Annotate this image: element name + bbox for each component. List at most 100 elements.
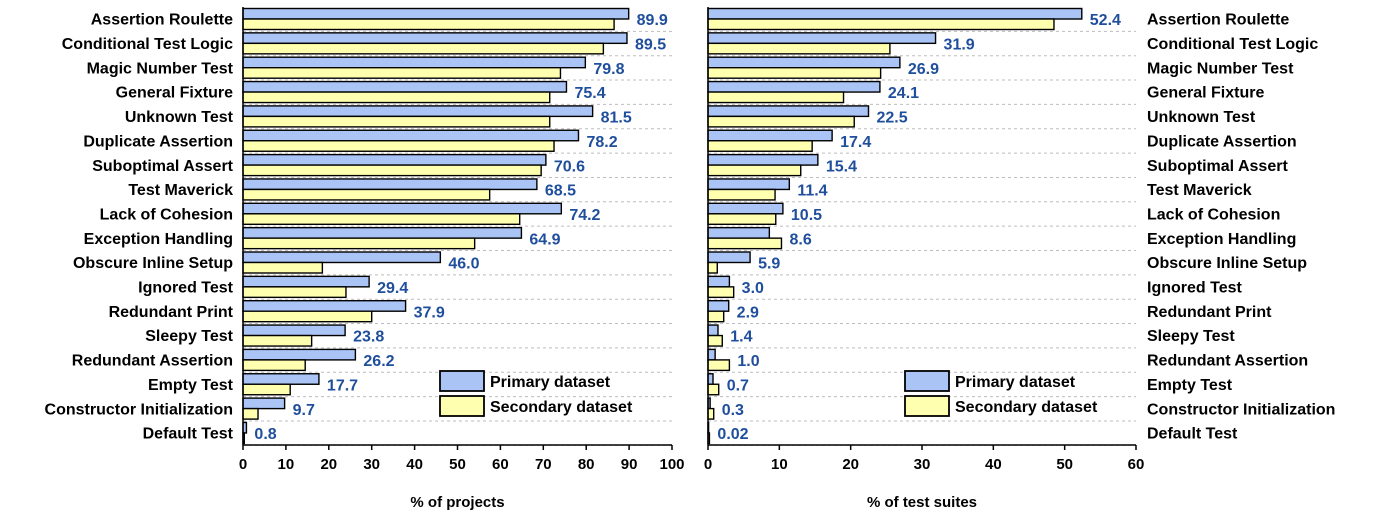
category-label: Empty Test — [148, 377, 234, 394]
bar-secondary — [707, 334, 723, 347]
bar-primary — [707, 348, 716, 361]
bar-secondary — [242, 286, 347, 299]
bar-secondary — [707, 164, 802, 177]
x-tick-label: 30 — [914, 456, 931, 473]
category-label: Obscure Inline Setup — [73, 255, 233, 272]
value-label: 37.9 — [414, 304, 445, 321]
value-label: 26.9 — [908, 61, 939, 78]
value-label: 0.02 — [717, 426, 748, 443]
bar-primary — [242, 178, 538, 191]
value-label: 17.4 — [840, 134, 871, 151]
value-label: 0.8 — [254, 426, 276, 443]
category-label: Unknown Test — [125, 109, 234, 126]
value-label: 68.5 — [545, 183, 576, 200]
bar-secondary — [242, 91, 551, 104]
category-label: Conditional Test Logic — [1147, 36, 1318, 53]
legend-label: Primary dataset — [490, 374, 611, 391]
bar-primary — [242, 7, 630, 20]
category-label: Redundant Print — [1147, 304, 1272, 321]
category-label: Assertion Roulette — [91, 12, 233, 29]
value-label: 9.7 — [293, 402, 315, 419]
bar-secondary — [242, 18, 615, 31]
chart-panel-projects: Assertion Roulette 89.9 Conditional Test L… — [45, 7, 685, 511]
bar-secondary — [707, 237, 783, 250]
bar-secondary — [707, 140, 813, 152]
bar-primary — [242, 80, 568, 93]
category-label: Magic Number Test — [1147, 60, 1294, 77]
bar-secondary — [242, 261, 324, 274]
bar-primary — [707, 300, 730, 312]
bar-primary — [707, 324, 719, 337]
category-label: Sleepy Test — [145, 328, 233, 345]
x-tick-label: 10 — [771, 456, 788, 473]
chart-panel-suites: Assertion Roulette 52.4 Conditional Test L… — [704, 7, 1335, 511]
value-label: 10.5 — [791, 207, 822, 224]
category-label: Sleepy Test — [1147, 328, 1235, 345]
category-label: Ignored Test — [1147, 280, 1242, 297]
bar-primary — [242, 56, 587, 69]
bar-secondary — [242, 407, 259, 420]
bar-secondary — [707, 213, 777, 226]
value-label: 24.1 — [888, 85, 919, 102]
bar-primary — [707, 129, 833, 142]
value-label: 79.8 — [593, 61, 624, 78]
x-tick-label: 20 — [842, 456, 859, 473]
category-label: Lack of Cohesion — [100, 206, 233, 223]
legend-swatch-secondary — [439, 395, 485, 417]
category-label: Suboptimal Assert — [1147, 158, 1288, 175]
bar-primary — [242, 324, 346, 337]
bar-secondary — [707, 310, 725, 323]
bar-primary — [707, 105, 870, 118]
value-label: 3.0 — [742, 280, 764, 297]
value-label: 22.5 — [877, 110, 908, 127]
bar-primary — [242, 105, 594, 118]
category-label: Unknown Test — [1147, 109, 1256, 126]
bar-secondary — [242, 383, 291, 396]
bar-secondary — [242, 42, 605, 55]
legend-swatch-primary — [439, 370, 485, 392]
bar-secondary — [242, 310, 373, 323]
bar-secondary — [242, 140, 555, 152]
bar-primary — [707, 202, 784, 215]
x-axis-title: % of projects — [410, 494, 504, 511]
category-label: Constructor Initialization — [1147, 401, 1335, 418]
value-label: 89.9 — [637, 12, 668, 29]
value-label: 0.3 — [722, 402, 744, 419]
category-label: Lack of Cohesion — [1147, 206, 1280, 223]
value-label: 2.9 — [737, 304, 759, 321]
bar-primary — [242, 373, 320, 385]
bar-primary — [242, 129, 580, 142]
bar-secondary — [242, 213, 521, 226]
x-tick-label: 50 — [449, 456, 466, 473]
x-tick-label: 70 — [535, 456, 552, 473]
x-tick-label: 50 — [1056, 456, 1073, 473]
x-tick-label: 100 — [659, 456, 684, 473]
bar-primary — [242, 300, 407, 312]
bar-primary — [707, 178, 791, 191]
bar-secondary — [242, 66, 562, 79]
bar-secondary — [707, 42, 891, 55]
value-label: 64.9 — [529, 231, 560, 248]
value-label: 0.7 — [727, 377, 749, 394]
bar-secondary — [242, 115, 551, 128]
bar-secondary — [707, 66, 882, 79]
bar-primary — [242, 251, 442, 264]
bar-secondary — [707, 115, 855, 128]
value-label: 81.5 — [601, 110, 632, 127]
value-label: 89.5 — [635, 37, 666, 54]
legend-label: Primary dataset — [955, 374, 1076, 391]
category-label: Ignored Test — [138, 280, 233, 297]
category-label: Exception Handling — [84, 231, 233, 248]
value-label: 5.9 — [758, 256, 780, 273]
category-label: Redundant Print — [109, 304, 234, 321]
category-label: Default Test — [1147, 426, 1238, 443]
bar-secondary — [242, 334, 313, 347]
bar-secondary — [707, 359, 731, 372]
bar-secondary — [707, 91, 845, 104]
category-label: Suboptimal Assert — [92, 158, 233, 175]
value-label: 31.9 — [944, 37, 975, 54]
bar-secondary — [242, 188, 491, 201]
bar-secondary — [242, 359, 306, 372]
